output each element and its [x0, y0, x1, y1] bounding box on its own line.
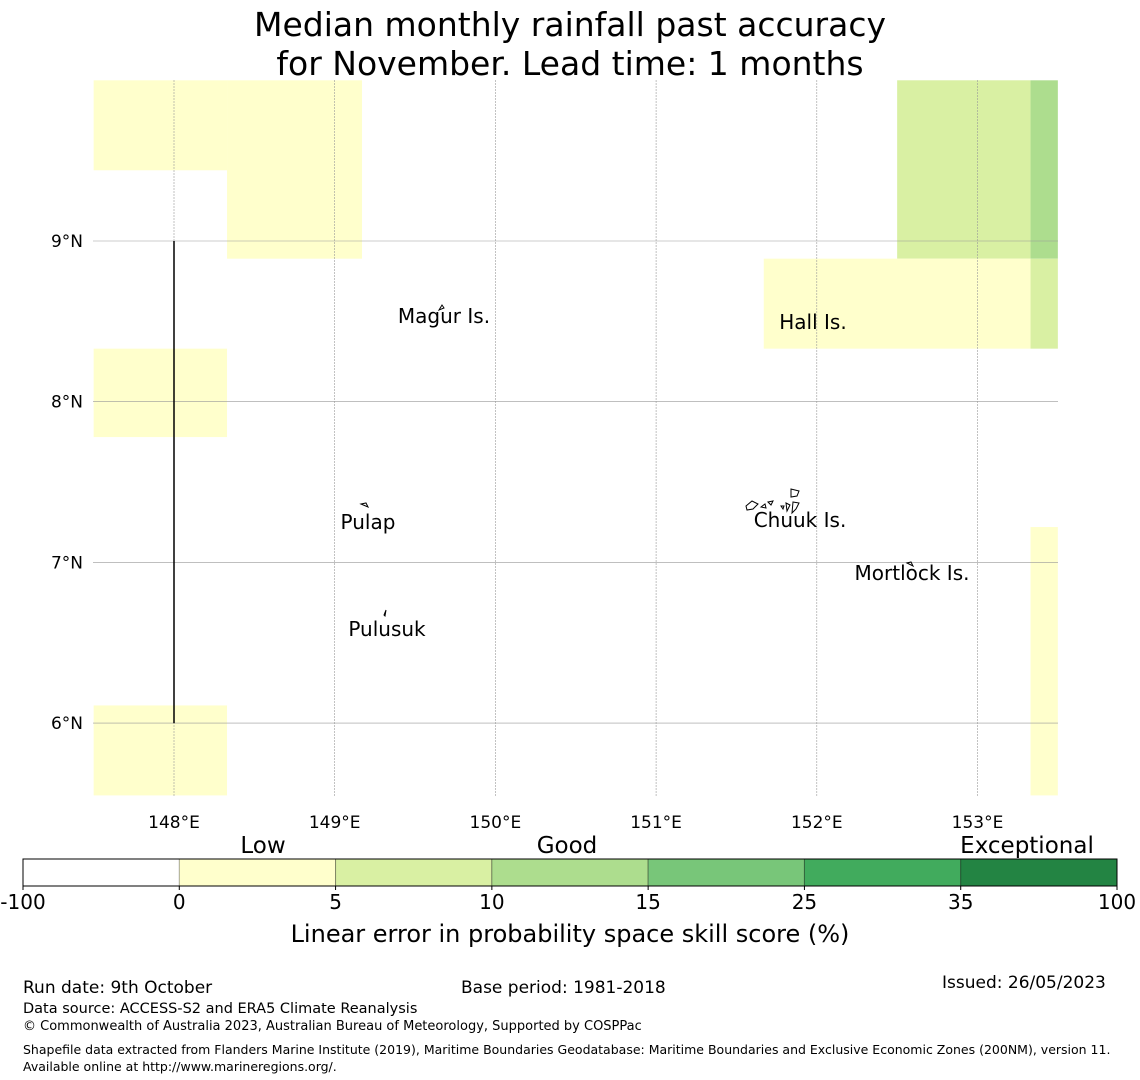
- coastlines: [359, 304, 915, 618]
- pulusuk-outline: [383, 609, 387, 618]
- skill-cell-8: [1030, 527, 1058, 796]
- run-date: Run date: 9th October: [23, 978, 213, 998]
- skill-cell-5: [1030, 80, 1058, 259]
- chuuk-lagoon-outline: [745, 488, 800, 515]
- skill-cells-layer: [93, 80, 1058, 796]
- colorbar-tick-label: 10: [479, 890, 504, 914]
- colorbar-tick-label: 100: [1098, 890, 1136, 914]
- title-line-2: for November. Lead time: 1 months: [276, 44, 864, 83]
- colorbar-tick-label: 35: [948, 890, 973, 914]
- colorbar-category-label: Good: [537, 833, 598, 859]
- lon-tick-label: 149°E: [309, 813, 361, 833]
- shapefile-credit: Shapefile data extracted from Flanders M…: [23, 1042, 1111, 1074]
- colorbar-bin-3: [491, 858, 649, 887]
- lat-tick-label: 6°N: [51, 714, 83, 734]
- island-label: Hall Is.: [779, 310, 846, 334]
- lon-tick-label: 152°E: [791, 813, 843, 833]
- colorbar-bin-0: [23, 859, 180, 886]
- colorbar-bin-4: [647, 858, 805, 887]
- colorbar: -100 0 5 10 15 25 35 100 Low Good Exceptional Linea…: [0, 833, 1136, 948]
- magur-is-outline: [437, 304, 445, 312]
- title-line-1: Median monthly rainfall past accuracy: [253, 5, 887, 44]
- island-label: Magur Is.: [398, 304, 490, 328]
- colorbar-tick-label: 25: [792, 890, 817, 914]
- island-labels: Magur Is. Hall Is. Pulap Chuuk Is. Mortlock …: [341, 304, 970, 641]
- colorbar-bin-5: [803, 858, 962, 887]
- mortlock-is-outline: [905, 561, 915, 568]
- lon-tick-label: 151°E: [630, 813, 682, 833]
- copyright-notice: © Commonwealth of Australia 2023, Austra…: [23, 1019, 642, 1034]
- base-period: Base period: 1981-2018: [461, 978, 666, 998]
- colorbar-bin-2: [335, 858, 493, 887]
- skill-cell-7: [1030, 258, 1058, 349]
- skill-cell-3: [93, 705, 228, 796]
- colorbar-category-label: Exceptional: [960, 833, 1094, 859]
- lat-tick-label: 9°N: [51, 232, 83, 252]
- colorbar-frame: [22, 858, 1118, 887]
- colorbar-axis-label: Linear error in probability space skill …: [291, 920, 850, 948]
- lon-tick-label: 150°E: [470, 813, 522, 833]
- skill-cell-0: [93, 80, 228, 171]
- skill-cell-1: [227, 80, 363, 259]
- colorbar-category-label: Low: [240, 833, 285, 859]
- axis-tick-labels: 148°E 149°E 150°E 151°E 152°E 153°E 9°N 8°N 7°N 6…: [51, 232, 1003, 833]
- colorbar-bin-6: [960, 858, 1118, 887]
- data-source: Data source: ACCESS-S2 and ERA5 Climate …: [23, 1001, 418, 1017]
- colorbar-bin-1: [178, 858, 337, 887]
- colorbar-tick-label: 0: [173, 890, 186, 914]
- colorbar-tick-label: -100: [0, 890, 45, 914]
- island-label: Pulusuk: [348, 617, 426, 641]
- lon-tick-label: 153°E: [952, 813, 1004, 833]
- lat-tick-label: 8°N: [51, 393, 83, 413]
- island-label: Mortlock Is.: [855, 561, 970, 585]
- issued-date: Issued: 26/05/2023: [942, 973, 1106, 993]
- skill-cell-2: [93, 348, 228, 438]
- colorbar-tick-label: 5: [329, 890, 342, 914]
- skill-cell-6: [763, 258, 1031, 349]
- island-label: Pulap: [341, 510, 396, 534]
- pulap-outline: [359, 502, 370, 508]
- skill-cell-4: [897, 80, 1031, 259]
- colorbar-tick-label: 15: [635, 890, 660, 914]
- lon-tick-label: 148°E: [148, 813, 200, 833]
- island-label: Chuuk Is.: [754, 508, 847, 532]
- lat-tick-label: 7°N: [51, 553, 83, 573]
